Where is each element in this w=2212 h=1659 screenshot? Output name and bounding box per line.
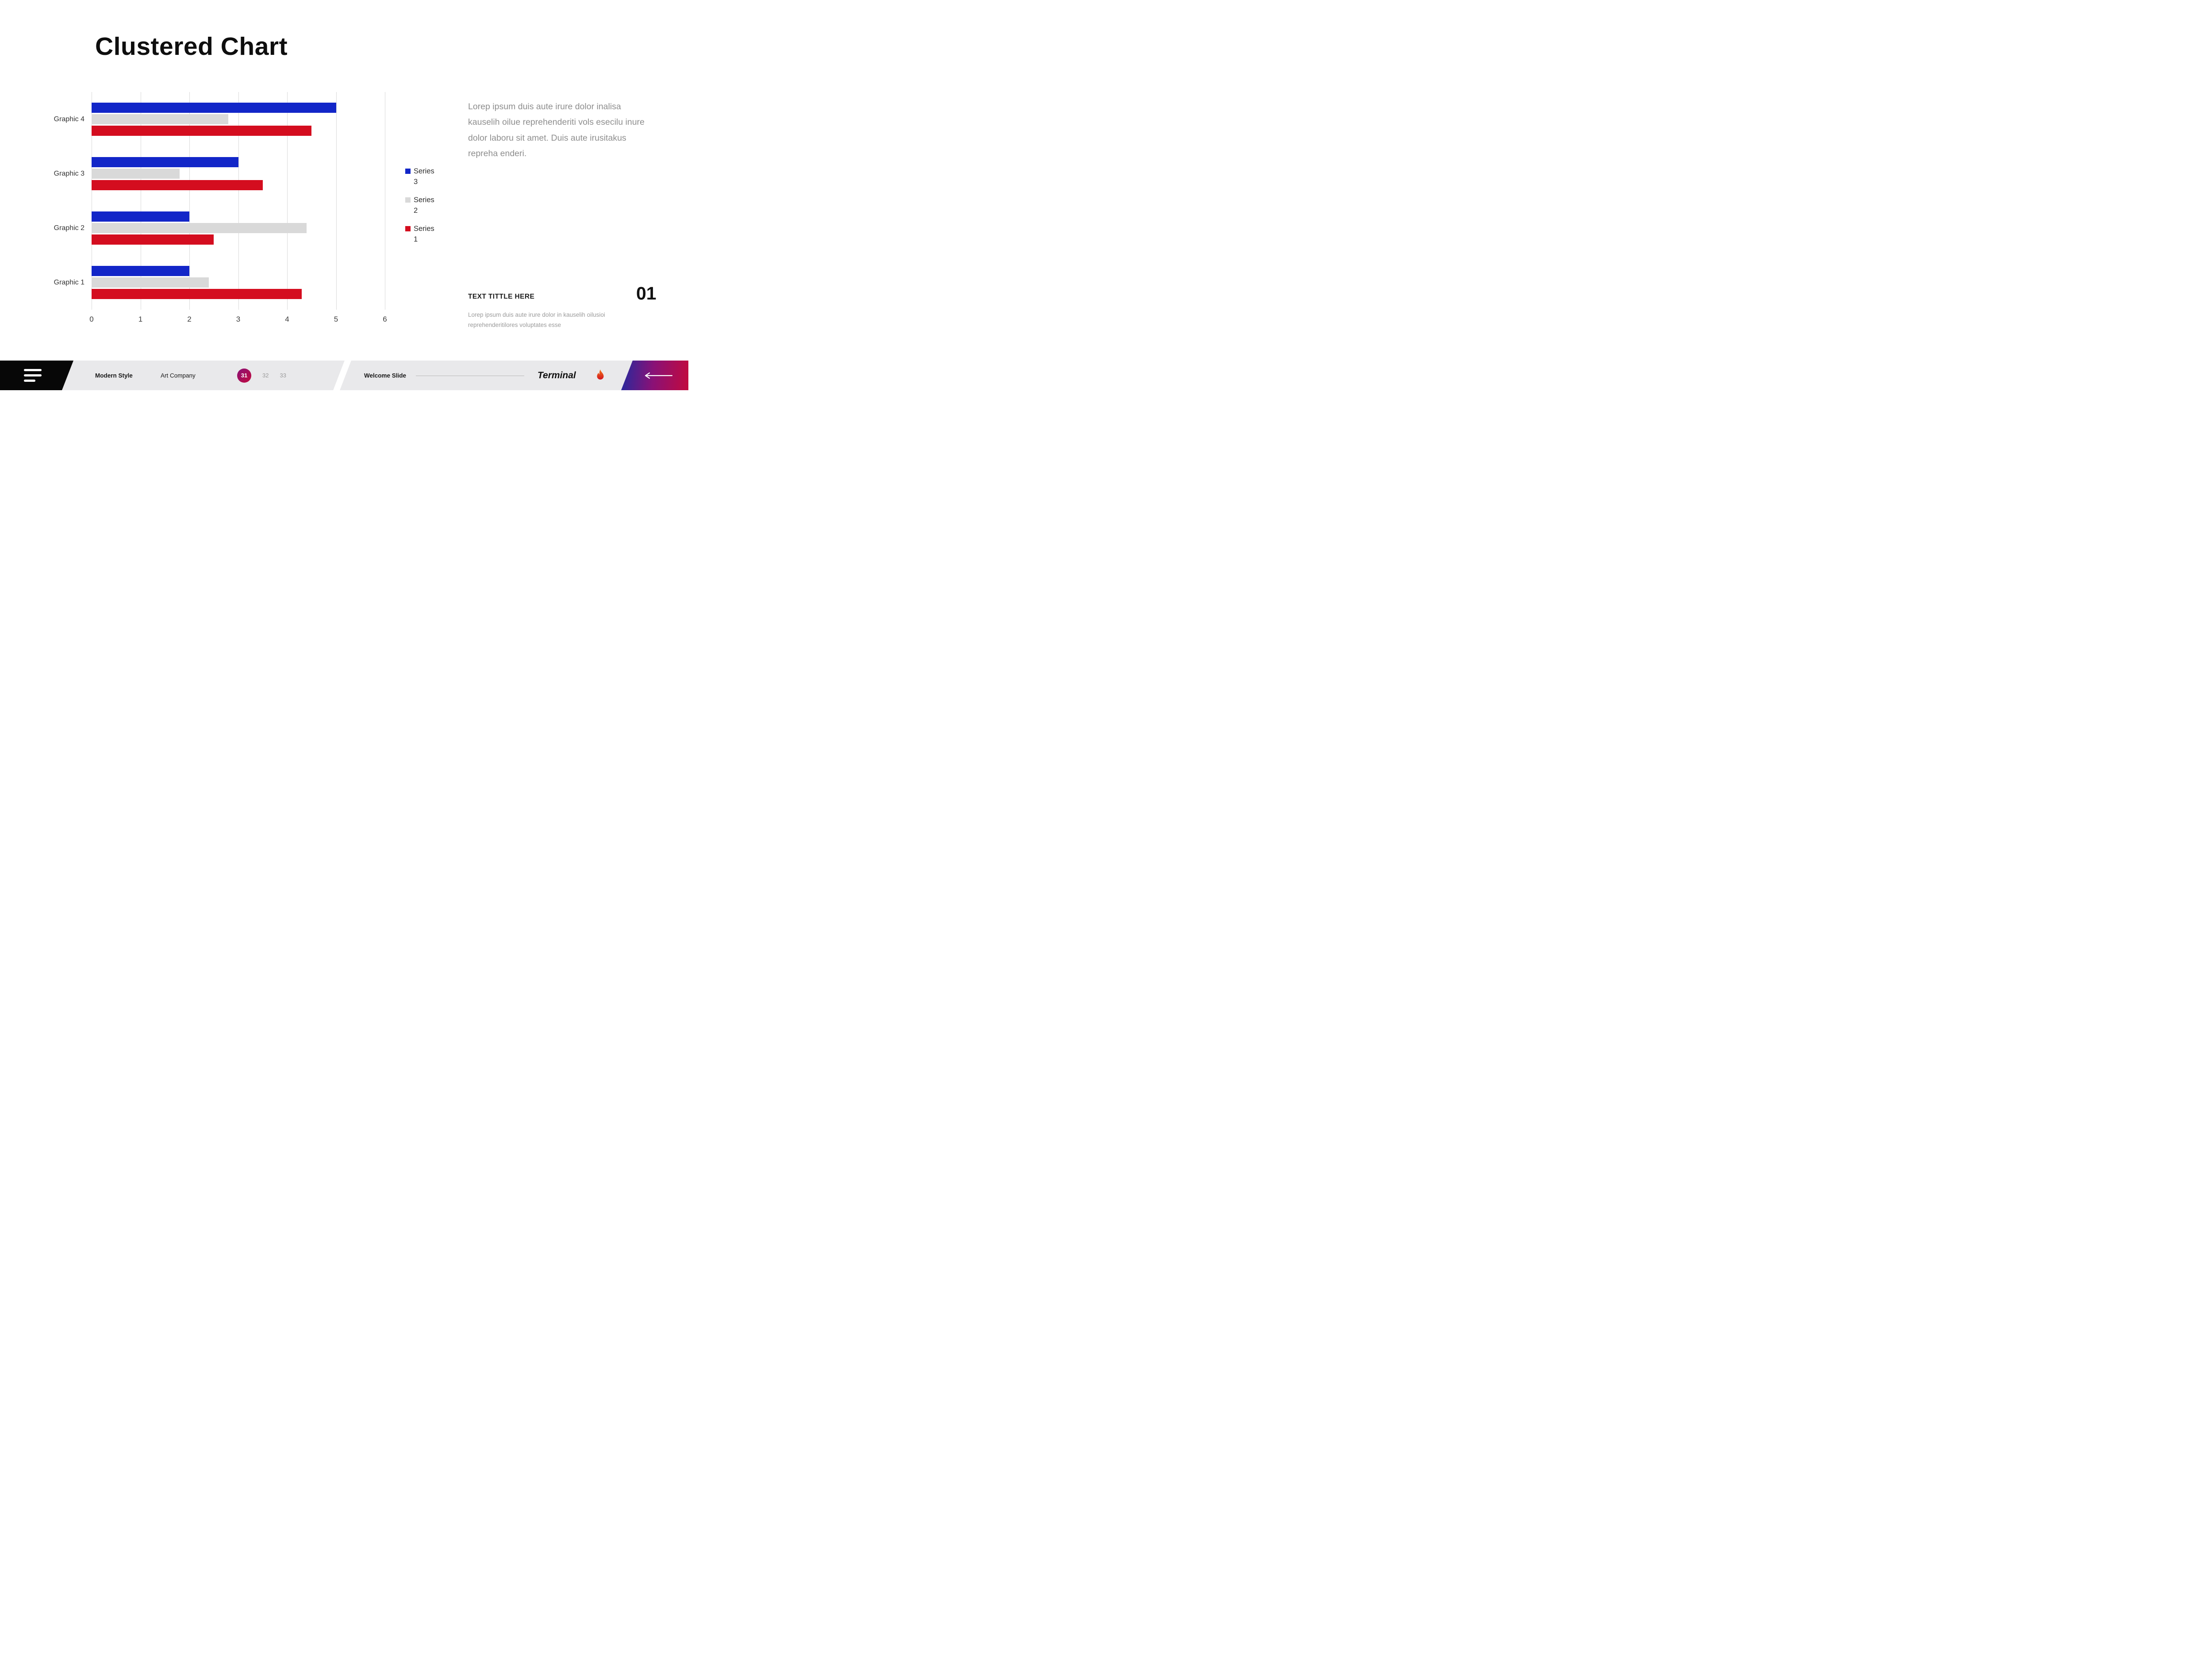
footer-slide-label: Welcome Slide — [364, 372, 407, 379]
bar-series-2 — [92, 277, 209, 288]
x-tick-label: 4 — [285, 315, 289, 323]
legend-item: Series 1 — [405, 224, 437, 245]
bar-series-2 — [92, 223, 307, 233]
chart-legend: Series 3 Series 2 Series 1 — [405, 166, 437, 245]
bar-series-3 — [92, 211, 189, 222]
callout-number: 01 — [636, 283, 657, 303]
x-tick-label: 0 — [89, 315, 94, 323]
legend-label: Series 1 — [414, 224, 434, 243]
page-31[interactable]: 31 — [237, 368, 251, 383]
footer-bar: Modern Style Art Company 31 32 33 Welcome … — [0, 359, 688, 390]
bar-groups — [92, 92, 385, 310]
plot-area: 0 1 2 3 4 5 6 — [89, 92, 387, 323]
x-tick-label: 3 — [236, 315, 241, 323]
bar-series-1 — [92, 289, 302, 299]
bar-series-2 — [92, 114, 229, 124]
flame-icon — [597, 369, 604, 380]
bar-group — [92, 201, 385, 255]
footer-company: Art Company — [161, 372, 196, 379]
x-tick-label: 2 — [187, 315, 192, 323]
x-tick-label: 5 — [334, 315, 338, 323]
footer-logo-text: Terminal — [538, 370, 576, 380]
category-label: Graphic 3 — [54, 169, 84, 177]
page-33[interactable]: 33 — [280, 372, 286, 379]
category-label: Graphic 1 — [54, 278, 84, 286]
gridline — [287, 92, 288, 310]
hamburger-line — [24, 380, 35, 382]
category-label: Graphic 2 — [54, 224, 84, 232]
bar-series-1 — [92, 126, 312, 136]
footer-diagonal-divider — [332, 359, 352, 390]
legend-swatch — [405, 226, 411, 231]
page-indicator: 31 32 33 — [237, 361, 286, 390]
bar-group — [92, 146, 385, 201]
bar-series-3 — [92, 103, 336, 113]
bar-series-3 — [92, 157, 238, 167]
callout-title: TEXT TITTLE HERE — [468, 293, 535, 300]
gridline — [238, 92, 239, 310]
bar-group — [92, 255, 385, 310]
body-paragraph: Lorep ipsum duis aute irure dolor inalis… — [468, 102, 645, 159]
bar-series-1 — [92, 180, 263, 190]
slide-title: Clustered Chart — [95, 32, 288, 61]
category-label: Graphic 4 — [54, 115, 84, 123]
bar-series-1 — [92, 234, 214, 245]
bar-group — [92, 92, 385, 146]
x-tick-label: 6 — [383, 315, 387, 323]
footer-menu-block — [0, 361, 73, 390]
hamburger-menu-icon[interactable] — [24, 369, 42, 382]
back-arrow-icon[interactable] — [644, 372, 673, 379]
hamburger-line — [24, 369, 42, 371]
page-32[interactable]: 32 — [262, 372, 269, 379]
bar-series-2 — [92, 169, 180, 179]
gridline — [189, 92, 190, 310]
hamburger-line — [24, 374, 42, 376]
legend-label: Series 3 — [414, 167, 434, 186]
bar-series-3 — [92, 266, 189, 276]
legend-item: Series 2 — [405, 195, 437, 216]
gridline — [336, 92, 337, 310]
legend-item: Series 3 — [405, 166, 437, 188]
y-axis-labels: Graphic 4 Graphic 3 Graphic 2 Graphic 1 — [24, 92, 84, 310]
callout-text: Lorep ipsum duis aute irure dolor in kau… — [468, 311, 605, 328]
footer-accent-block — [621, 361, 688, 390]
presentation-slide: Clustered Chart Graphic 4 Graphic 3 Graphi… — [0, 0, 688, 390]
legend-swatch — [405, 197, 411, 203]
legend-label: Series 2 — [414, 196, 434, 215]
footer-brand-style: Modern Style — [95, 372, 133, 379]
x-tick-label: 1 — [138, 315, 143, 323]
legend-swatch — [405, 169, 411, 174]
